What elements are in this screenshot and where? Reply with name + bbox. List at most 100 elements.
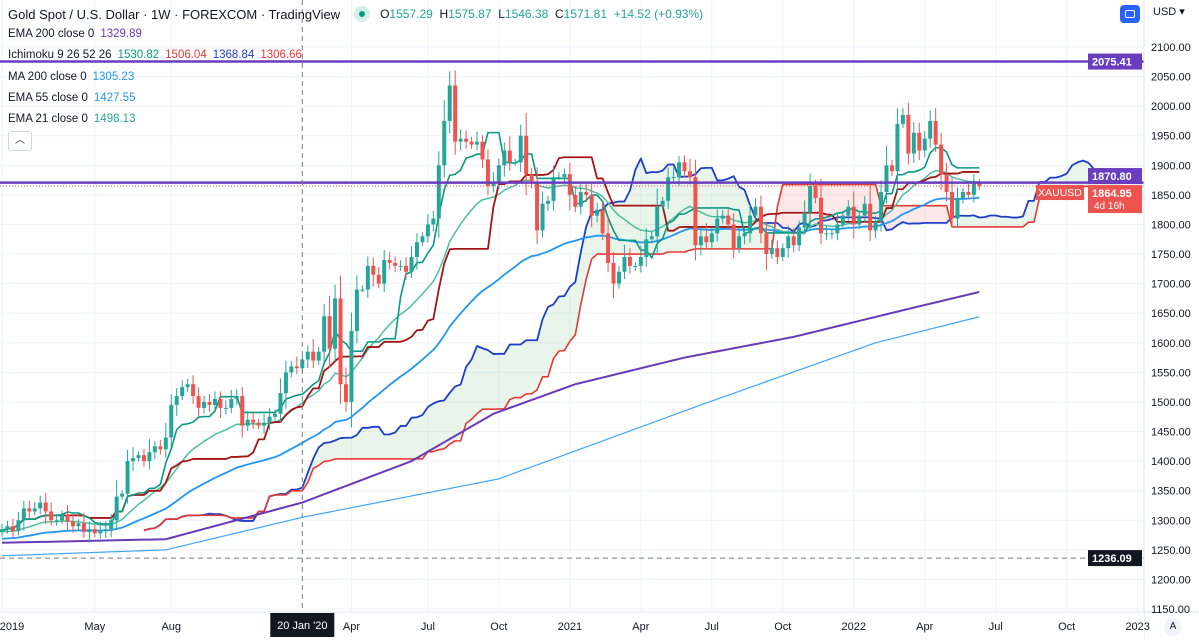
candle-up [54,520,59,522]
price-badge-label: 2075.41 [1092,57,1132,69]
candle-up [420,236,425,243]
auto-scale-button[interactable]: A [1164,618,1182,636]
candle-up [562,174,567,178]
legend-ma200[interactable]: MA 200 close 0 1305.23 [8,71,135,83]
candle-up [911,132,916,154]
candle-down [600,209,605,234]
legend-ema200[interactable]: EMA 200 close 0 1329.89 [8,28,142,40]
candle-down [196,396,201,408]
candle-up [496,165,501,184]
candle-up [447,85,452,121]
ichimoku-cloud-segment [646,172,652,255]
candle-up [824,233,829,235]
candle-down [27,508,32,512]
candle-up [163,437,168,450]
ichimoku-cloud-segment [782,184,789,228]
price-tick-label: 1200.00 [1151,574,1191,586]
time-tick-label: Apr [632,621,649,633]
candle-down [611,262,616,284]
candle-up [879,191,884,222]
candle-up [698,236,703,246]
time-tick-label: Jul [421,621,435,633]
chevron-up-icon[interactable]: ︿ [8,131,32,151]
candle-up [267,416,272,423]
candle-down [251,419,256,423]
candle-up [709,233,714,243]
ichimoku-cloud-segment [515,344,521,398]
legend-ema55[interactable]: EMA 55 close 0 1427.55 [8,92,136,104]
ichimoku-cloud-segment [946,205,953,227]
candle-up [360,289,365,291]
fullscreen-icon[interactable] [1120,5,1140,23]
ichimoku-cloud-segment [345,437,352,459]
ichimoku-cloud-segment [400,425,407,459]
candle-up [660,200,665,207]
candle-up [16,520,21,531]
legend-ichimoku[interactable]: Ichimoku 9 26 52 26 1530.82 1506.04 1368.84… [8,49,302,61]
last-price-label: 1864.95 [1092,188,1132,200]
candle-down [731,224,736,249]
candle-up [737,236,742,249]
candle-up [322,316,327,352]
ichimoku-cloud-segment [438,400,445,450]
candle-down [485,159,490,187]
ma200-line [1,316,980,557]
candle-up [742,233,747,237]
candle-up [513,162,518,164]
time-tick-label: Oct [1058,621,1075,633]
candle-up [840,215,845,225]
candle-down [387,259,392,263]
candle-up [180,387,185,397]
ichimoku-cloud-segment [1066,165,1073,187]
symbol-title[interactable]: Gold Spot / U.S. Dollar · 1W · FOREXCOM … [8,6,341,22]
ichimoku-cloud-segment [1072,162,1078,187]
time-tick-label: 2023 [1125,621,1149,633]
candle-down [868,203,873,231]
candle-down [65,514,70,522]
candle-down [327,316,332,349]
ichimoku-cloud-segment [427,403,434,452]
candle-up [125,461,130,494]
candle-up [147,452,152,462]
candle-up [245,419,250,426]
candle-up [152,446,157,453]
candle-down [813,186,818,198]
ichimoku-cloud-segment [891,205,898,230]
ichimoku-cloud-segment [356,427,363,459]
candle-up [109,520,114,530]
candle-up [431,218,436,225]
candle-down [726,215,731,225]
candle-down [758,206,763,234]
ichimoku-cloud-segment [908,205,914,224]
candle-up [769,248,774,255]
ichimoku-cloud-segment [924,205,931,223]
candle-down [704,236,709,243]
ichimoku-cloud-segment [422,406,428,459]
ichimoku-cloud-segment [1017,216,1024,227]
candle-down [453,85,458,142]
candle-down [141,455,146,462]
ichimoku-cloud-segment [1006,216,1013,227]
ichimoku-cloud-segment [886,205,892,231]
ichimoku-cloud-segment [684,176,690,253]
candle-up [829,233,834,235]
candle-up [655,206,660,237]
ichimoku-cloud-segment [471,345,478,420]
candle-down [92,529,97,534]
price-tick-label: 1750.00 [1151,249,1191,261]
candle-down [507,150,512,163]
ichimoku-cloud-segment [629,169,636,255]
candle-down [682,162,687,172]
currency-select[interactable]: USD ▾ [1153,6,1185,18]
time-tick-label: Oct [774,621,791,633]
candle-up [273,413,277,417]
ichimoku-cloud-segment [575,252,581,335]
ichimoku-cloud-segment [351,435,357,459]
candle-down [49,511,54,521]
bar-countdown-label: 4d 16h [1094,201,1125,212]
legend-ema21[interactable]: EMA 21 close 0 1498.13 [8,113,136,125]
ichimoku-cloud-segment [722,178,729,249]
candle-up [644,239,649,258]
time-tick-label: 2019 [0,621,24,633]
